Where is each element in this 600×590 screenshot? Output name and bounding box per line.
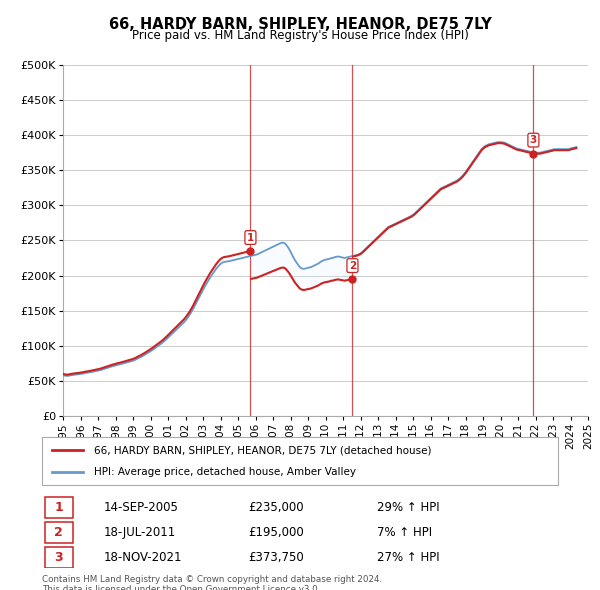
Text: 1: 1: [55, 501, 63, 514]
Text: 2: 2: [349, 261, 356, 271]
Text: 66, HARDY BARN, SHIPLEY, HEANOR, DE75 7LY (detached house): 66, HARDY BARN, SHIPLEY, HEANOR, DE75 7L…: [94, 445, 431, 455]
Text: £235,000: £235,000: [248, 501, 304, 514]
Text: 18-NOV-2021: 18-NOV-2021: [104, 551, 182, 564]
Text: 2: 2: [55, 526, 63, 539]
FancyBboxPatch shape: [44, 497, 73, 518]
Text: 29% ↑ HPI: 29% ↑ HPI: [377, 501, 440, 514]
Text: 66, HARDY BARN, SHIPLEY, HEANOR, DE75 7LY: 66, HARDY BARN, SHIPLEY, HEANOR, DE75 7L…: [109, 17, 491, 31]
Text: 3: 3: [55, 551, 63, 564]
Text: 7% ↑ HPI: 7% ↑ HPI: [377, 526, 433, 539]
FancyBboxPatch shape: [44, 547, 73, 568]
Text: 27% ↑ HPI: 27% ↑ HPI: [377, 551, 440, 564]
FancyBboxPatch shape: [42, 437, 558, 485]
Text: Price paid vs. HM Land Registry's House Price Index (HPI): Price paid vs. HM Land Registry's House …: [131, 29, 469, 42]
Text: HPI: Average price, detached house, Amber Valley: HPI: Average price, detached house, Ambe…: [94, 467, 356, 477]
FancyBboxPatch shape: [44, 522, 73, 543]
Text: 14-SEP-2005: 14-SEP-2005: [104, 501, 179, 514]
Text: 1: 1: [247, 232, 254, 242]
Text: 18-JUL-2011: 18-JUL-2011: [104, 526, 176, 539]
Text: 3: 3: [530, 135, 537, 145]
Text: £373,750: £373,750: [248, 551, 304, 564]
Text: Contains HM Land Registry data © Crown copyright and database right 2024.
This d: Contains HM Land Registry data © Crown c…: [42, 575, 382, 590]
Text: £195,000: £195,000: [248, 526, 304, 539]
